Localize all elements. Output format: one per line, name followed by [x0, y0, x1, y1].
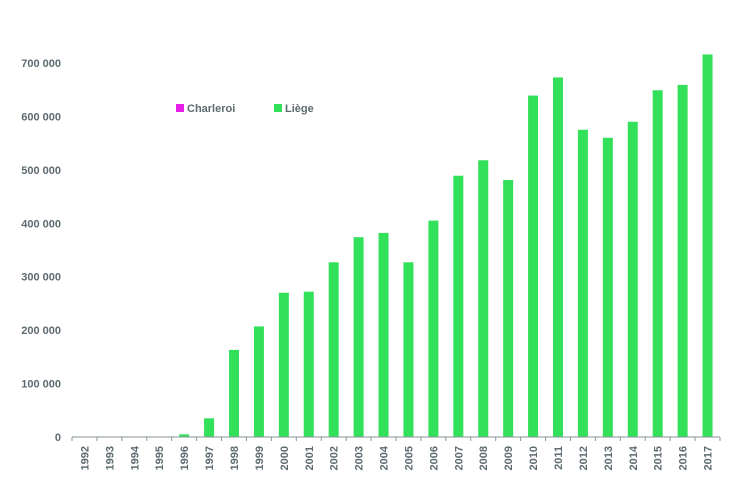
- bar-li-ge-2004: [378, 232, 389, 437]
- legend: Charleroi Liège: [176, 103, 314, 115]
- bar-li-ge-2010: [528, 95, 539, 437]
- y-tick-label: 300 000: [21, 272, 61, 284]
- x-tick-label: 1995: [154, 446, 166, 470]
- bar-li-ge-1996: [179, 434, 190, 437]
- bar-li-ge-2009: [503, 180, 514, 437]
- x-tick-label: 2014: [628, 445, 640, 470]
- x-tick-label: 1994: [129, 445, 141, 470]
- y-axis-labels: 0 100 000 200 000 300 000 400 000 500 000 600 …: [21, 58, 61, 444]
- x-tick-label: 2004: [379, 445, 391, 470]
- x-tick-label: 2010: [528, 446, 540, 470]
- bar-li-ge-1998: [229, 349, 239, 437]
- y-tick-label: 500 000: [21, 165, 61, 177]
- y-tick-label: 600 000: [21, 111, 61, 123]
- x-tick-label: 1993: [104, 446, 116, 470]
- x-tick-label: 2015: [653, 446, 665, 470]
- bar-li-ge-2011: [553, 77, 563, 437]
- x-tick-label: 1992: [79, 446, 91, 470]
- x-tick-label: 2012: [578, 446, 590, 470]
- bar-li-ge-2015: [652, 90, 663, 438]
- x-tick-label: 1999: [254, 446, 266, 470]
- x-tick-label: 2006: [428, 446, 440, 470]
- bar-li-ge-2002: [328, 262, 339, 437]
- bar-li-ge-2001: [303, 291, 314, 437]
- x-tick-label: 2001: [304, 446, 316, 470]
- x-tick-label: 2016: [678, 446, 690, 470]
- bar-li-ge-2003: [353, 237, 364, 437]
- bar-li-ge-2017: [702, 54, 713, 438]
- x-tick-label: 2003: [354, 446, 366, 470]
- legend-label: Liège: [285, 103, 314, 115]
- bar-li-ge-1999: [253, 326, 264, 437]
- x-tick-label: 2007: [453, 446, 465, 470]
- x-tick-label: 2000: [279, 446, 291, 470]
- x-tick-label: 1998: [229, 446, 241, 470]
- bar-li-ge-2013: [602, 137, 613, 438]
- x-tick-label: 2011: [553, 446, 565, 470]
- bar-li-ge-2014: [627, 121, 638, 438]
- y-tick-label: 400 000: [21, 218, 61, 230]
- y-tick-label: 0: [55, 432, 61, 444]
- bar-li-ge-2012: [577, 129, 588, 438]
- bar-li-ge-1997: [204, 418, 215, 437]
- bar-li-ge-2005: [403, 262, 414, 437]
- x-tick-label: 2005: [403, 446, 415, 470]
- x-tick-label: 2013: [603, 446, 615, 470]
- legend-swatch-li-ge: [274, 104, 282, 112]
- bar-li-ge-2008: [478, 160, 489, 438]
- bars: [104, 54, 713, 438]
- legend-swatch-charleroi: [176, 104, 184, 112]
- y-tick-label: 100 000: [21, 379, 61, 391]
- x-tick-label: 1996: [179, 446, 191, 470]
- x-tick-label: 1997: [204, 446, 216, 470]
- bar-li-ge-2006: [428, 220, 439, 437]
- legend-label: Charleroi: [187, 103, 235, 115]
- y-tick-label: 700 000: [21, 58, 61, 70]
- bar-li-ge-2000: [278, 292, 289, 437]
- bar-li-ge-2007: [453, 175, 464, 437]
- bar-li-ge-2016: [677, 84, 688, 438]
- x-tick-label: 2017: [703, 446, 715, 470]
- x-tick-label: 2008: [478, 446, 490, 470]
- y-tick-label: 200 000: [21, 325, 61, 337]
- x-axis-labels: 1992 1993 1994 1995 1996 1997 1998 1999 2000 2001…: [71, 437, 721, 470]
- x-tick-label: 2002: [329, 446, 341, 470]
- x-tick-label: 2009: [503, 446, 515, 470]
